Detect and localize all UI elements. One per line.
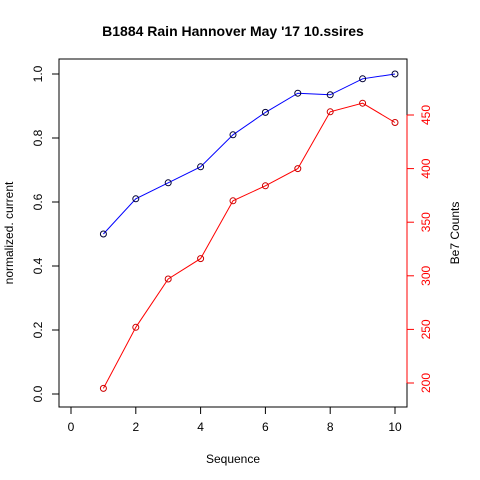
data-point-left [359, 75, 367, 83]
x-tick-label: 0 [68, 420, 75, 434]
y-right-tick-label: 350 [419, 212, 433, 232]
y-right-tick-label: 300 [419, 265, 433, 285]
y-left-tick-label: 1.0 [31, 65, 45, 82]
y-axis-right-label: Be7 Counts [448, 202, 462, 265]
series-layer [99, 70, 399, 392]
series-line-left [103, 73, 396, 235]
data-point-right [294, 165, 302, 173]
data-point-left [164, 179, 172, 187]
y-axis-left: 0.0 0.2 0.4 0.6 0.8 1.0 [31, 65, 60, 402]
y-axis-left-label: normalized. current [2, 181, 16, 284]
chart-title: B1884 Rain Hannover May '17 10.ssires [102, 23, 364, 39]
x-axis: 0 2 4 6 8 10 [68, 406, 402, 434]
data-point-right [197, 255, 205, 263]
y-left-tick-label: 0.6 [31, 193, 45, 210]
y-right-tick-label: 200 [419, 373, 433, 393]
x-axis-label: Sequence [206, 452, 260, 466]
data-point-left [132, 195, 140, 203]
plot-frame [58, 58, 408, 408]
y-axis-right: 200 250 300 350 400 450 [406, 105, 433, 393]
data-point-left [229, 131, 237, 139]
data-point-left [99, 230, 107, 238]
y-right-tick-label: 400 [419, 158, 433, 178]
x-tick-label: 4 [197, 420, 204, 434]
data-point-left [261, 108, 269, 116]
y-right-tick-label: 450 [419, 105, 433, 125]
data-point-right [391, 119, 399, 126]
y-left-tick-label: 0.8 [31, 129, 45, 146]
x-tick-label: 8 [327, 420, 334, 434]
y-right-tick-label: 250 [419, 319, 433, 339]
data-point-right [359, 99, 367, 107]
data-point-right [261, 182, 269, 190]
data-point-right [132, 323, 140, 331]
series-line-right [102, 102, 396, 389]
x-tick-label: 6 [262, 420, 269, 434]
x-tick-label: 10 [388, 420, 402, 434]
data-point-right [99, 384, 107, 392]
x-tick-label: 2 [132, 420, 139, 434]
data-point-left [197, 163, 205, 171]
data-point-right [229, 197, 237, 205]
y-left-tick-label: 0.0 [31, 385, 45, 402]
data-point-right [164, 275, 172, 283]
data-point-right [326, 108, 334, 116]
data-point-left [391, 70, 399, 78]
y-left-tick-label: 0.2 [31, 321, 45, 338]
data-point-left [326, 91, 334, 99]
data-point-left [294, 89, 302, 97]
y-left-tick-label: 0.4 [31, 257, 45, 274]
